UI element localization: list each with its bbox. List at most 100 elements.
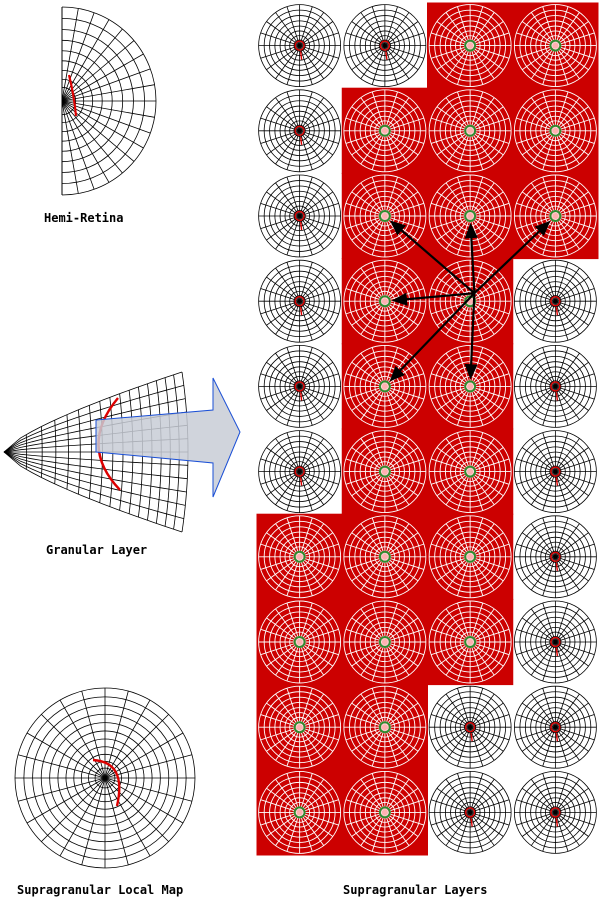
spoke: [299, 432, 313, 472]
spoke: [360, 693, 386, 728]
spoke: [469, 471, 495, 506]
spoke: [275, 45, 300, 80]
spoke: [384, 641, 410, 676]
spoke: [436, 191, 471, 217]
spoke: [275, 471, 300, 506]
spoke: [469, 812, 495, 846]
spoke: [275, 130, 300, 165]
spoke: [469, 130, 510, 144]
spoke: [266, 787, 300, 813]
spoke: [299, 812, 325, 846]
active-column-disc: [343, 515, 427, 599]
spoke: [530, 471, 556, 506]
spoke: [260, 458, 300, 472]
local-arc-mark: [299, 221, 303, 231]
spoke: [436, 532, 471, 558]
spoke: [286, 471, 301, 511]
spoke: [384, 543, 425, 558]
spoke: [371, 91, 386, 131]
center-marker: [378, 465, 391, 478]
spoke: [436, 447, 471, 472]
spoke: [371, 812, 386, 852]
center-marker: [378, 806, 391, 819]
spoke: [555, 812, 589, 837]
center-dot: [381, 468, 388, 475]
spoke: [555, 693, 580, 728]
center-dot: [381, 383, 388, 390]
spoke: [555, 45, 595, 59]
spoke: [469, 45, 504, 71]
spoke: [516, 812, 556, 826]
active-column-disc: [513, 89, 597, 173]
spoke: [384, 45, 410, 80]
spoke: [457, 215, 471, 256]
spoke: [286, 130, 301, 170]
spoke: [555, 641, 589, 667]
spoke: [299, 373, 339, 387]
spoke: [555, 45, 580, 80]
granular-spoke: [3, 451, 183, 533]
local-arc-mark: [555, 477, 559, 486]
spoke: [469, 130, 504, 156]
spoke: [554, 215, 569, 256]
spoke: [299, 45, 334, 71]
spoke: [521, 787, 556, 813]
spoke: [469, 688, 484, 728]
spoke: [360, 726, 386, 761]
spoke: [469, 385, 510, 400]
spoke: [384, 202, 425, 217]
spoke: [351, 812, 386, 837]
spoke: [299, 130, 313, 170]
spoke: [554, 130, 569, 170]
spoke: [469, 91, 484, 131]
supragranular-layers-grid: [256, 2, 599, 856]
column-disc: [258, 430, 342, 514]
center-marker: [464, 465, 477, 478]
spoke: [457, 727, 471, 767]
spoke: [351, 386, 386, 411]
spoke: [469, 6, 484, 46]
spoke: [469, 641, 484, 682]
spoke: [469, 787, 504, 813]
spoke: [384, 386, 398, 426]
spoke: [555, 543, 595, 558]
spoke: [542, 130, 556, 170]
spoke: [384, 471, 425, 485]
supragranular-local-map: [14, 687, 196, 869]
spoke: [469, 182, 495, 217]
spoke: [26, 777, 106, 824]
spoke: [516, 117, 556, 132]
center-marker: [379, 40, 391, 51]
spoke: [266, 45, 300, 71]
spoke: [555, 628, 595, 643]
local-arc-mark: [555, 733, 559, 742]
retina-spoke: [61, 84, 155, 102]
spoke: [345, 811, 386, 826]
spoke: [384, 91, 398, 131]
spoke: [555, 130, 595, 144]
spoke: [469, 773, 484, 813]
spoke: [371, 176, 386, 217]
spoke: [469, 543, 510, 558]
spoke: [469, 778, 495, 813]
spoke: [430, 117, 471, 132]
spoke: [555, 191, 589, 217]
spoke: [516, 799, 556, 813]
spoke: [555, 361, 589, 387]
spoke: [299, 215, 334, 241]
spoke: [299, 386, 313, 426]
spoke: [555, 726, 580, 761]
spoke: [299, 641, 334, 667]
spoke: [345, 202, 386, 217]
spoke: [299, 811, 339, 826]
spoke: [360, 182, 386, 217]
spoke: [260, 556, 300, 570]
spoke: [542, 6, 556, 46]
center-dot: [381, 553, 388, 560]
center-dot: [296, 724, 303, 731]
spoke: [384, 799, 425, 813]
spoke: [469, 117, 510, 132]
spoke: [371, 301, 386, 341]
connection-arrow: [390, 220, 476, 295]
spoke: [384, 447, 419, 472]
